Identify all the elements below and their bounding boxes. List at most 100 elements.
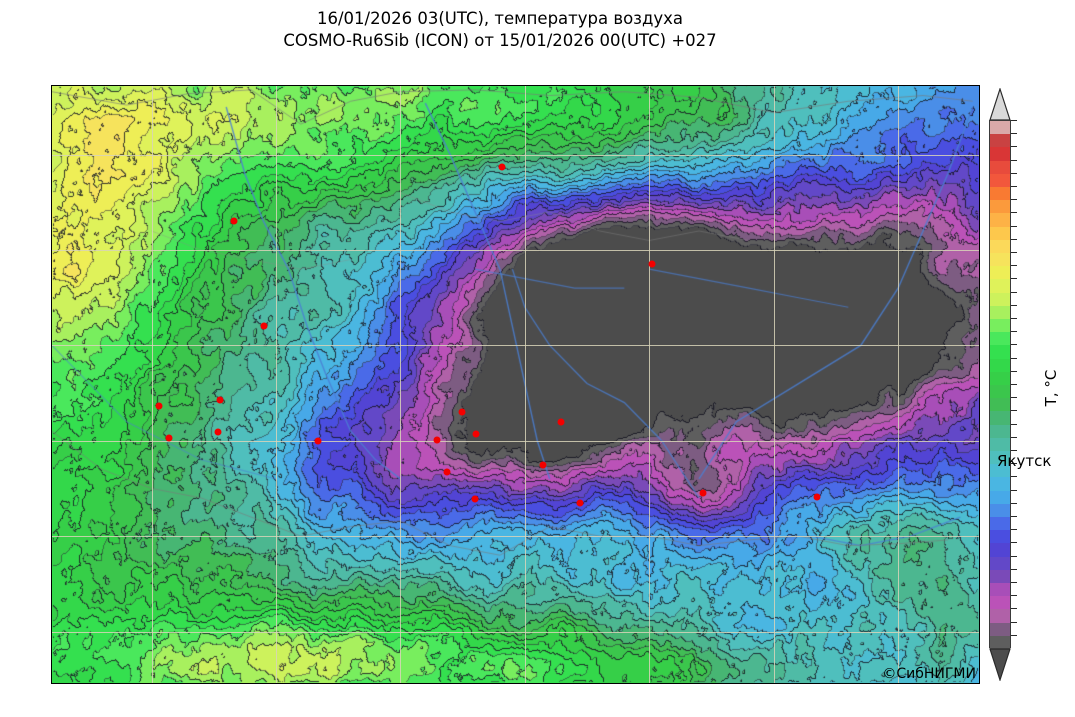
- colorbar-segment: [990, 464, 1010, 478]
- colorbar-segment: [990, 266, 1010, 280]
- colorbar-segment: [990, 609, 1010, 624]
- colorbar-segment: [990, 569, 1010, 584]
- colorbar-segment: [990, 213, 1010, 228]
- colorbar-tick: [1011, 516, 1017, 517]
- graticule-meridian: [649, 86, 651, 683]
- colorbar-segment: [990, 517, 1010, 531]
- colorbar-segment: [990, 622, 1010, 637]
- colorbar-tick: [1011, 238, 1017, 240]
- colorbar-tick: [1011, 502, 1017, 504]
- colorbar-tick: [1011, 199, 1017, 201]
- city-marker[interactable]: [576, 499, 584, 507]
- graticule-parallel: [52, 154, 979, 156]
- colorbar-tick: [1011, 568, 1017, 570]
- page-title: 16/01/2026 03(UTC), температура воздуха …: [0, 8, 1000, 52]
- graticule-parallel: [52, 345, 979, 347]
- city-marker[interactable]: [216, 396, 224, 404]
- colorbar-tick: [1011, 344, 1017, 346]
- colorbar-tick: [1011, 265, 1017, 267]
- title-line-1: 16/01/2026 03(UTC), температура воздуха: [317, 9, 683, 28]
- colorbar-tick: [1011, 172, 1017, 174]
- city-marker[interactable]: [314, 437, 322, 445]
- colorbar-segment: [990, 503, 1010, 518]
- colorbar-tick: [1011, 291, 1017, 293]
- city-marker[interactable]: [443, 468, 451, 476]
- city-marker[interactable]: [230, 217, 238, 225]
- colorbar-tick: [1011, 476, 1017, 478]
- city-marker[interactable]: [165, 434, 173, 442]
- colorbar-segment: [990, 332, 1010, 346]
- colorbar-segment: [990, 239, 1010, 254]
- colorbar-tick: [1011, 159, 1017, 161]
- colorbar-tick: [1011, 146, 1017, 148]
- colorbar-segment: [990, 556, 1010, 571]
- graticule-meridian: [400, 86, 402, 683]
- colorbar-tick: [1011, 595, 1017, 597]
- graticule-meridian: [898, 86, 900, 683]
- city-marker[interactable]: [472, 430, 480, 438]
- colorbar-segment: [990, 173, 1010, 188]
- colorbar-segment: [990, 226, 1010, 241]
- colorbar-tick: [1011, 318, 1017, 319]
- city-marker[interactable]: [813, 493, 821, 501]
- copyright-notice: ©СибНИГМИ: [882, 666, 976, 682]
- colorbar-segment: [990, 345, 1010, 360]
- colorbar-segment: [990, 424, 1010, 439]
- graticule-meridian: [773, 86, 775, 683]
- graticule-parallel: [52, 536, 979, 538]
- colorbar-segment: [990, 279, 1010, 294]
- colorbar-tick: [1011, 212, 1017, 214]
- city-marker[interactable]: [699, 489, 707, 497]
- colorbar-segment: [990, 253, 1010, 267]
- colorbar-segment: [990, 583, 1010, 597]
- map-plot-area[interactable]: ©СибНИГМИ: [51, 85, 980, 684]
- colorbar-segment: [990, 530, 1010, 544]
- colorbar-tick: [1011, 225, 1017, 227]
- graticule-meridian: [524, 86, 526, 683]
- city-marker[interactable]: [557, 418, 565, 425]
- colorbar-segment: [990, 292, 1010, 307]
- graticule-meridian: [151, 86, 153, 683]
- city-marker[interactable]: [471, 495, 479, 503]
- colorbar-under-arrow: [989, 648, 1011, 682]
- colorbar-segment: [990, 371, 1010, 386]
- colorbar-segment: [990, 147, 1010, 162]
- colorbar[interactable]: T, °C Якутск: [989, 87, 1075, 688]
- colorbar-segment: [990, 398, 1010, 412]
- city-marker[interactable]: [648, 260, 656, 268]
- colorbar-tick: [1011, 370, 1017, 372]
- colorbar-segment: [990, 437, 1010, 452]
- graticule-parallel: [52, 631, 979, 633]
- graticule-parallel: [52, 250, 979, 252]
- colorbar-tick: [1011, 555, 1017, 557]
- colorbar-tick: [1011, 120, 1017, 121]
- graticule-meridian: [275, 86, 277, 683]
- colorbar-tick: [1011, 278, 1017, 280]
- city-marker[interactable]: [214, 428, 222, 436]
- city-marker[interactable]: [458, 408, 466, 416]
- colorbar-tick: [1011, 582, 1017, 583]
- colorbar-tick: [1011, 304, 1017, 306]
- colorbar-tick: [1011, 529, 1017, 531]
- colorbar-segment: [990, 451, 1010, 465]
- city-marker[interactable]: [433, 436, 441, 444]
- colorbar-segment: [990, 596, 1010, 610]
- city-marker[interactable]: [260, 322, 268, 330]
- colorbar-tick: [1011, 450, 1017, 451]
- colorbar-tick: [1011, 608, 1017, 610]
- city-label-yakutsk: Якутск: [997, 452, 1052, 470]
- colorbar-segment: [990, 543, 1010, 558]
- city-marker[interactable]: [539, 461, 547, 469]
- colorbar-tick: [1011, 410, 1017, 412]
- colorbar-tick: [1011, 252, 1017, 253]
- colorbar-segment: [990, 305, 1010, 320]
- colorbar-segment: [990, 490, 1010, 505]
- colorbar-segment: [990, 411, 1010, 426]
- colorbar-tick: [1011, 634, 1017, 636]
- city-marker[interactable]: [498, 163, 506, 171]
- city-marker[interactable]: [155, 402, 163, 410]
- colorbar-segment: [990, 134, 1010, 148]
- colorbar-segment: [990, 121, 1010, 135]
- colorbar-over-arrow: [989, 87, 1011, 121]
- colorbar-tick: [1011, 423, 1017, 425]
